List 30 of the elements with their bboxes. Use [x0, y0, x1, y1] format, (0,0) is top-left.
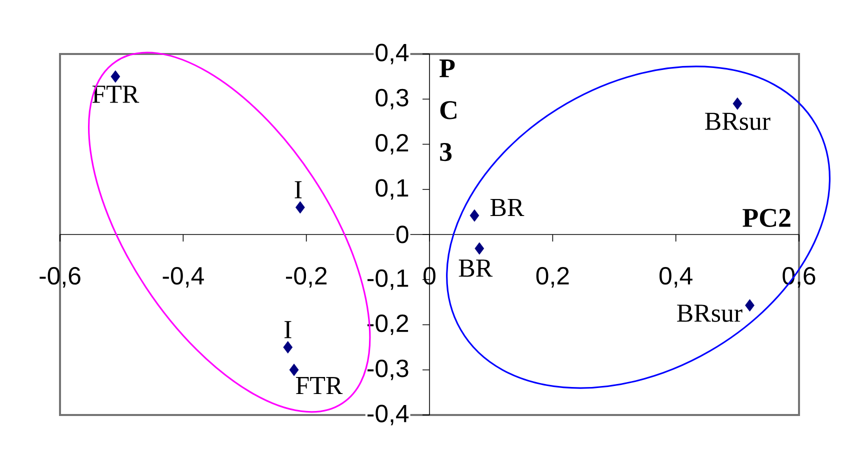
y-tick-label: 0,4: [376, 44, 409, 64]
x-tick-label: -0,2: [286, 267, 327, 288]
point: [295, 201, 305, 214]
y-tick-label: 0,3: [376, 88, 408, 110]
y-tick-label: 0,1: [376, 179, 408, 200]
y-tick-label: -0,1: [368, 269, 408, 290]
x-tick-label: -0,6: [40, 267, 80, 288]
annotation: I: [294, 181, 302, 198]
x-tick-label: 0,4: [660, 267, 692, 288]
y-tick-label: -0,3: [368, 360, 408, 380]
y-axis-title: PC3: [439, 59, 456, 162]
point: [745, 299, 754, 312]
point: [732, 97, 742, 110]
annotation: BR: [458, 260, 493, 277]
annotation: BR: [490, 199, 524, 216]
annotation: I: [284, 321, 292, 338]
point: [110, 70, 120, 83]
point: [289, 364, 299, 376]
annotation: BRsur: [677, 304, 742, 322]
annotation: FTR: [296, 377, 343, 394]
point: [470, 209, 480, 222]
x-tick-label: -0,4: [162, 267, 204, 288]
x-tick-label: 0,2: [536, 267, 569, 288]
y-tick-label: 0: [396, 226, 408, 244]
annotation: BRsur: [705, 112, 770, 130]
point: [283, 341, 293, 354]
x-axis-title: PC2: [742, 208, 790, 227]
point: [474, 242, 484, 255]
y-tick-label: 0,2: [376, 134, 408, 155]
y-tick-label: -0,4: [368, 404, 409, 426]
